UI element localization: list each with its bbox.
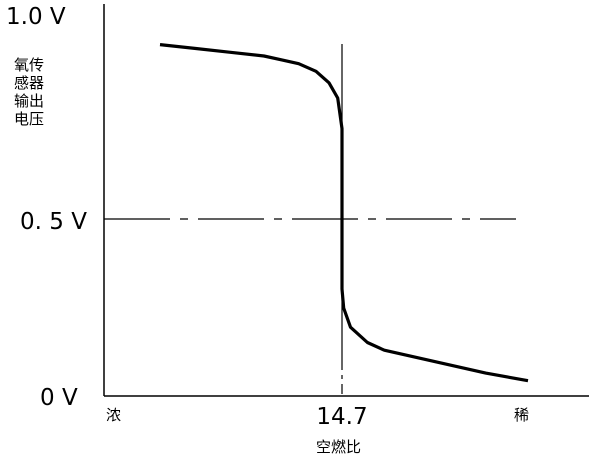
x-tick-label-lean: 稀 — [514, 406, 529, 424]
y-tick-label-1v: 1.0 V — [6, 4, 66, 30]
y-axis-label-line-1: 氧传 — [14, 56, 44, 74]
x-tick-label-rich: 浓 — [106, 406, 121, 424]
y-axis-label-line-3: 输出 — [14, 92, 44, 110]
sensor-voltage-curve — [159, 43, 529, 383]
y-tick-label-half-v: 0. 5 V — [20, 209, 87, 235]
x-axis-label: 空燃比 — [316, 438, 361, 456]
y-axis-label-line-2: 感器 — [14, 74, 44, 92]
x-tick-label-14-7: 14.7 — [316, 404, 367, 430]
y-axis-label-line-4: 电压 — [14, 110, 44, 128]
y-tick-label-0v: 0 V — [40, 385, 78, 411]
